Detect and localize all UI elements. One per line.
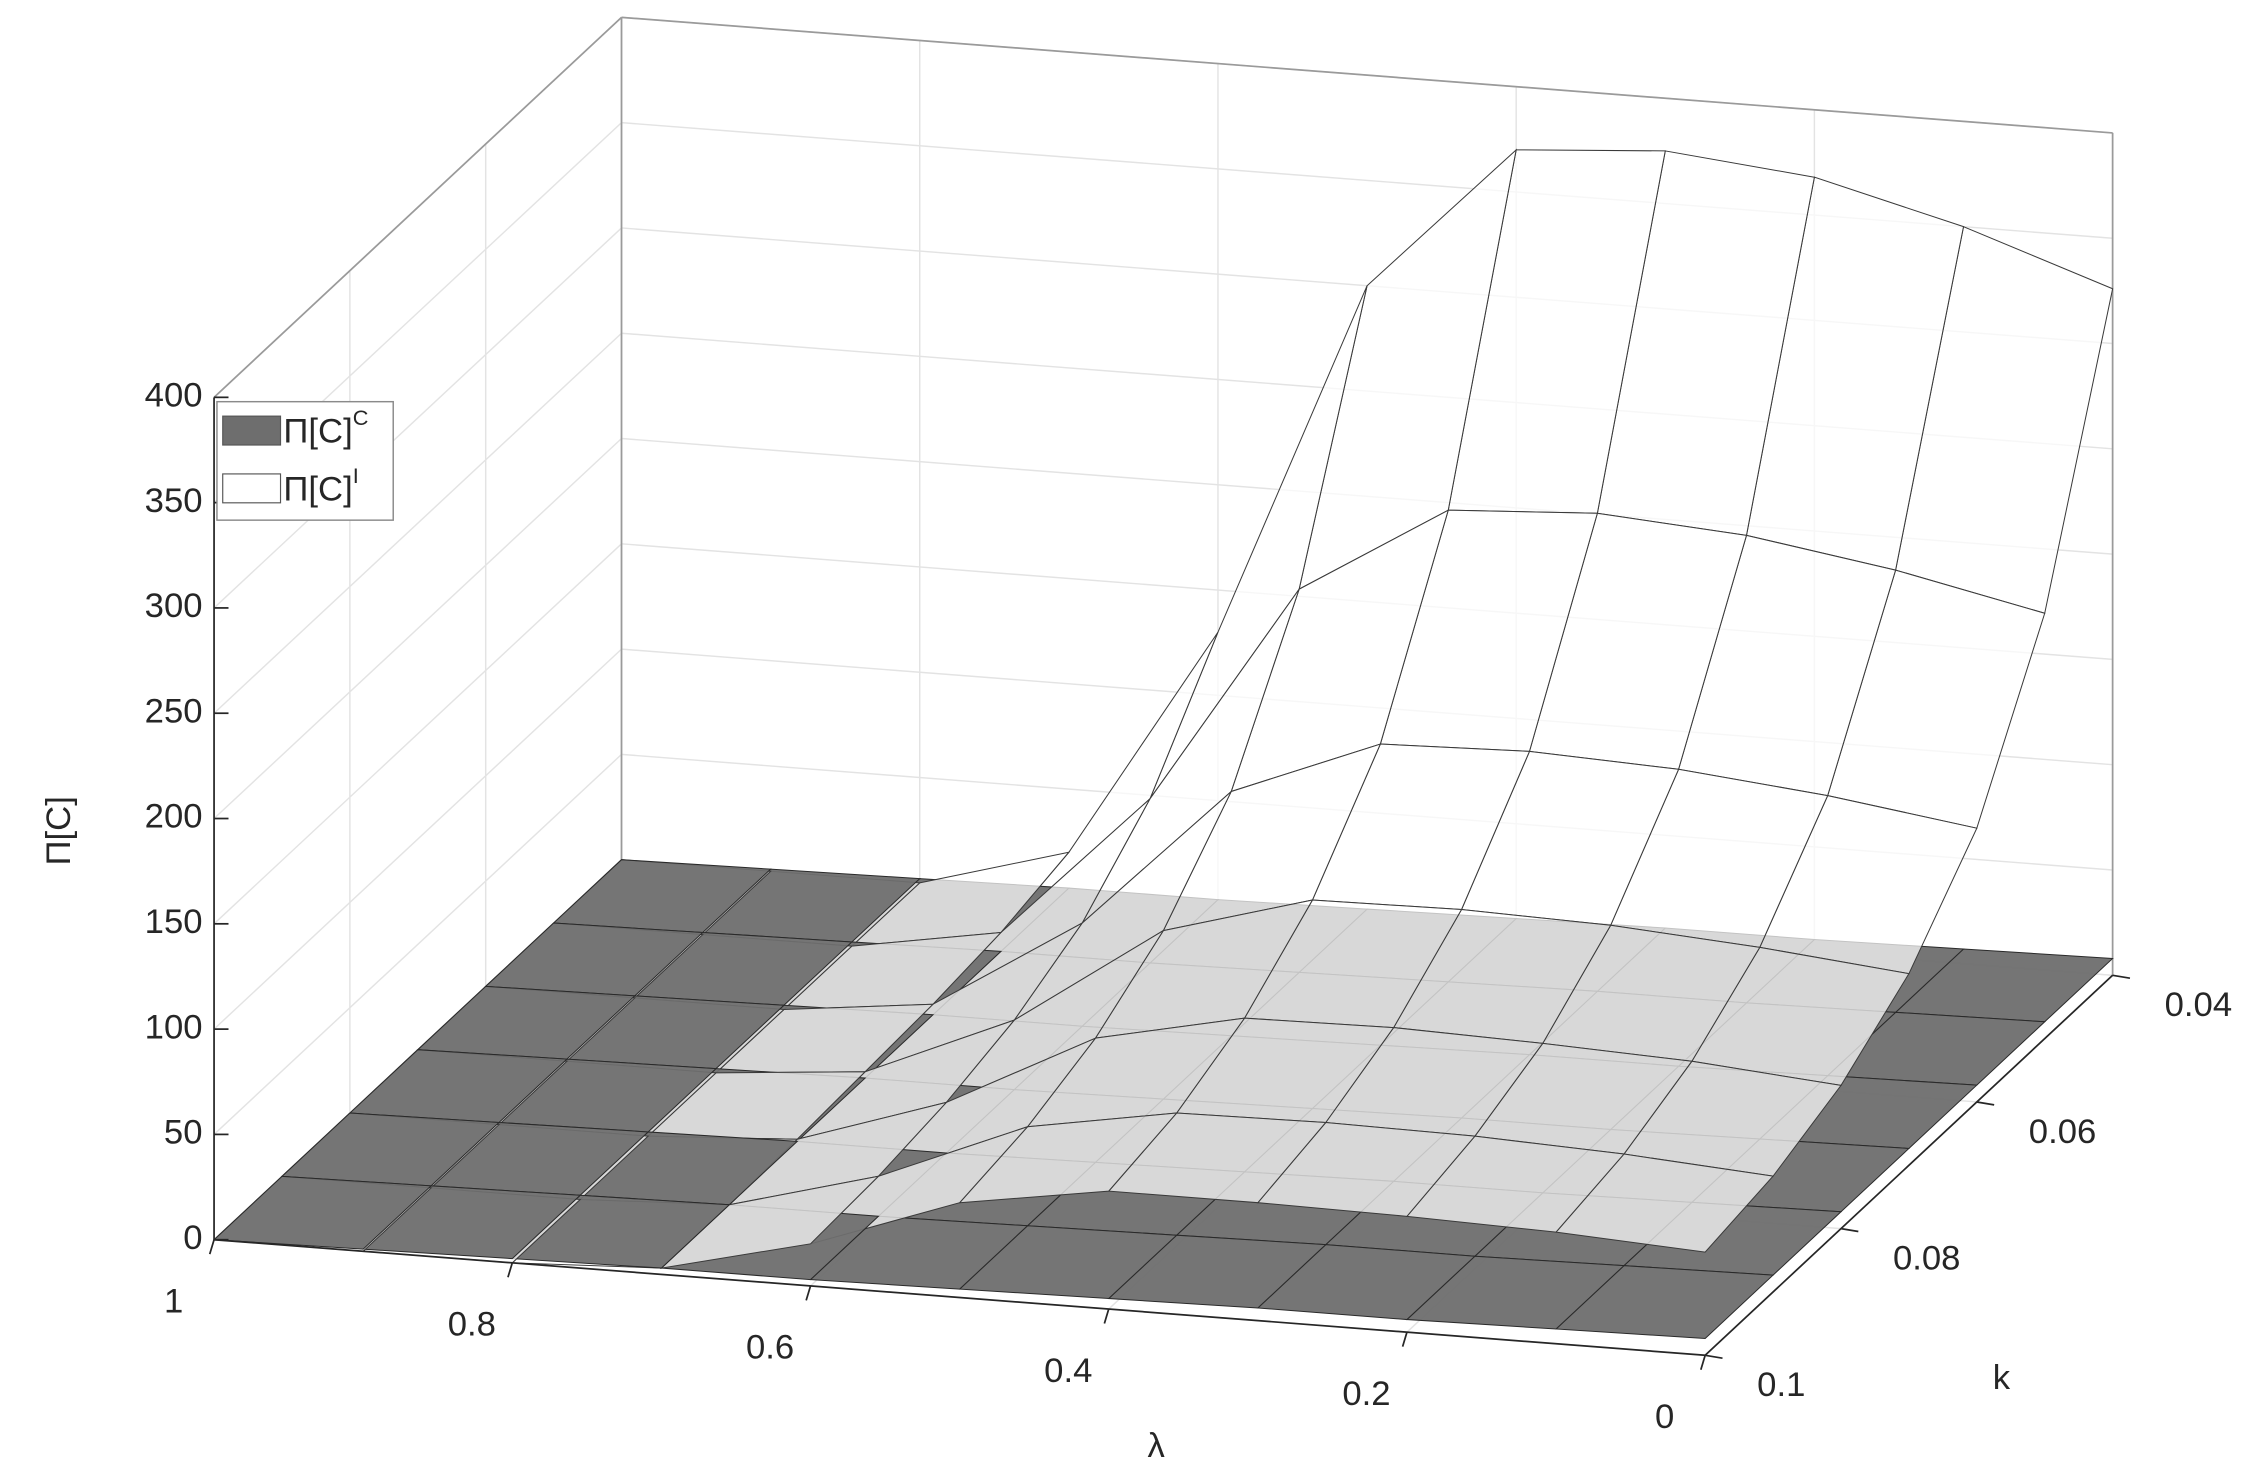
axis-line bbox=[213, 1238, 1706, 1357]
z-tick-label: 350 bbox=[145, 482, 203, 520]
y-tick bbox=[1840, 1227, 1859, 1233]
z-tick-label: 300 bbox=[145, 587, 203, 625]
legend-name: Π[C] bbox=[283, 470, 352, 508]
z-axis-label: Π[C] bbox=[40, 796, 78, 865]
z-tick-label: 150 bbox=[145, 903, 203, 941]
y-tick-label: 0.06 bbox=[2029, 1113, 2096, 1151]
y-axis-label: k bbox=[1993, 1359, 2011, 1397]
grid-line bbox=[213, 648, 623, 1030]
z-tick-label: 250 bbox=[145, 692, 203, 730]
legend-swatch bbox=[222, 415, 282, 446]
grid-line bbox=[213, 227, 623, 609]
x-tick bbox=[1103, 1308, 1110, 1324]
x-tick bbox=[805, 1285, 812, 1301]
z-tick-label: 0 bbox=[183, 1219, 202, 1257]
y-tick bbox=[1976, 1101, 1995, 1106]
y-tick-label: 0.04 bbox=[2165, 986, 2232, 1024]
legend-swatch bbox=[222, 473, 282, 504]
x-tick bbox=[1700, 1355, 1707, 1370]
y-tick bbox=[2112, 974, 2131, 980]
axes: 0 50 100 150 200 250 300 350 400 0 0.2 0.4 0.6 0.8 1 0.… bbox=[145, 376, 2232, 1436]
grid-line bbox=[213, 437, 623, 820]
grid-line bbox=[213, 543, 623, 925]
z-tick-label: 50 bbox=[164, 1114, 203, 1152]
x-tick-label: 1 bbox=[164, 1282, 183, 1320]
y-tick bbox=[1705, 1354, 1723, 1360]
z-tick-label: 200 bbox=[145, 798, 203, 836]
surfaces bbox=[212, 148, 2114, 1339]
legend-superscript: I bbox=[353, 463, 359, 488]
axis-line bbox=[1704, 974, 2114, 1356]
x-tick-label: 0.8 bbox=[448, 1306, 496, 1344]
x-tick-label: 0 bbox=[1655, 1398, 1674, 1436]
axis-edge bbox=[213, 16, 623, 398]
grid-line bbox=[213, 332, 623, 714]
x-tick-label: 0.6 bbox=[746, 1329, 794, 1367]
grid-line bbox=[213, 753, 623, 1135]
x-tick-label: 0.4 bbox=[1044, 1352, 1092, 1390]
y-tick-label: 0.08 bbox=[1893, 1240, 1960, 1278]
x-tick bbox=[208, 1239, 215, 1255]
x-tick bbox=[507, 1262, 514, 1278]
y-tick-label: 0.1 bbox=[1757, 1366, 1805, 1404]
x-axis-label: λ bbox=[1147, 1427, 1165, 1465]
x-tick bbox=[1401, 1331, 1408, 1347]
axis-edge bbox=[621, 16, 2113, 134]
legend-label: Π[C]I bbox=[283, 463, 358, 509]
x-tick-label: 0.2 bbox=[1342, 1375, 1390, 1413]
legend: Π[C]CΠ[C]I bbox=[216, 400, 394, 521]
z-tick-label: 400 bbox=[145, 376, 203, 414]
legend-superscript: C bbox=[353, 405, 369, 430]
z-tick-label: 100 bbox=[145, 1008, 203, 1046]
legend-name: Π[C] bbox=[283, 413, 352, 451]
legend-label: Π[C]C bbox=[283, 405, 368, 451]
